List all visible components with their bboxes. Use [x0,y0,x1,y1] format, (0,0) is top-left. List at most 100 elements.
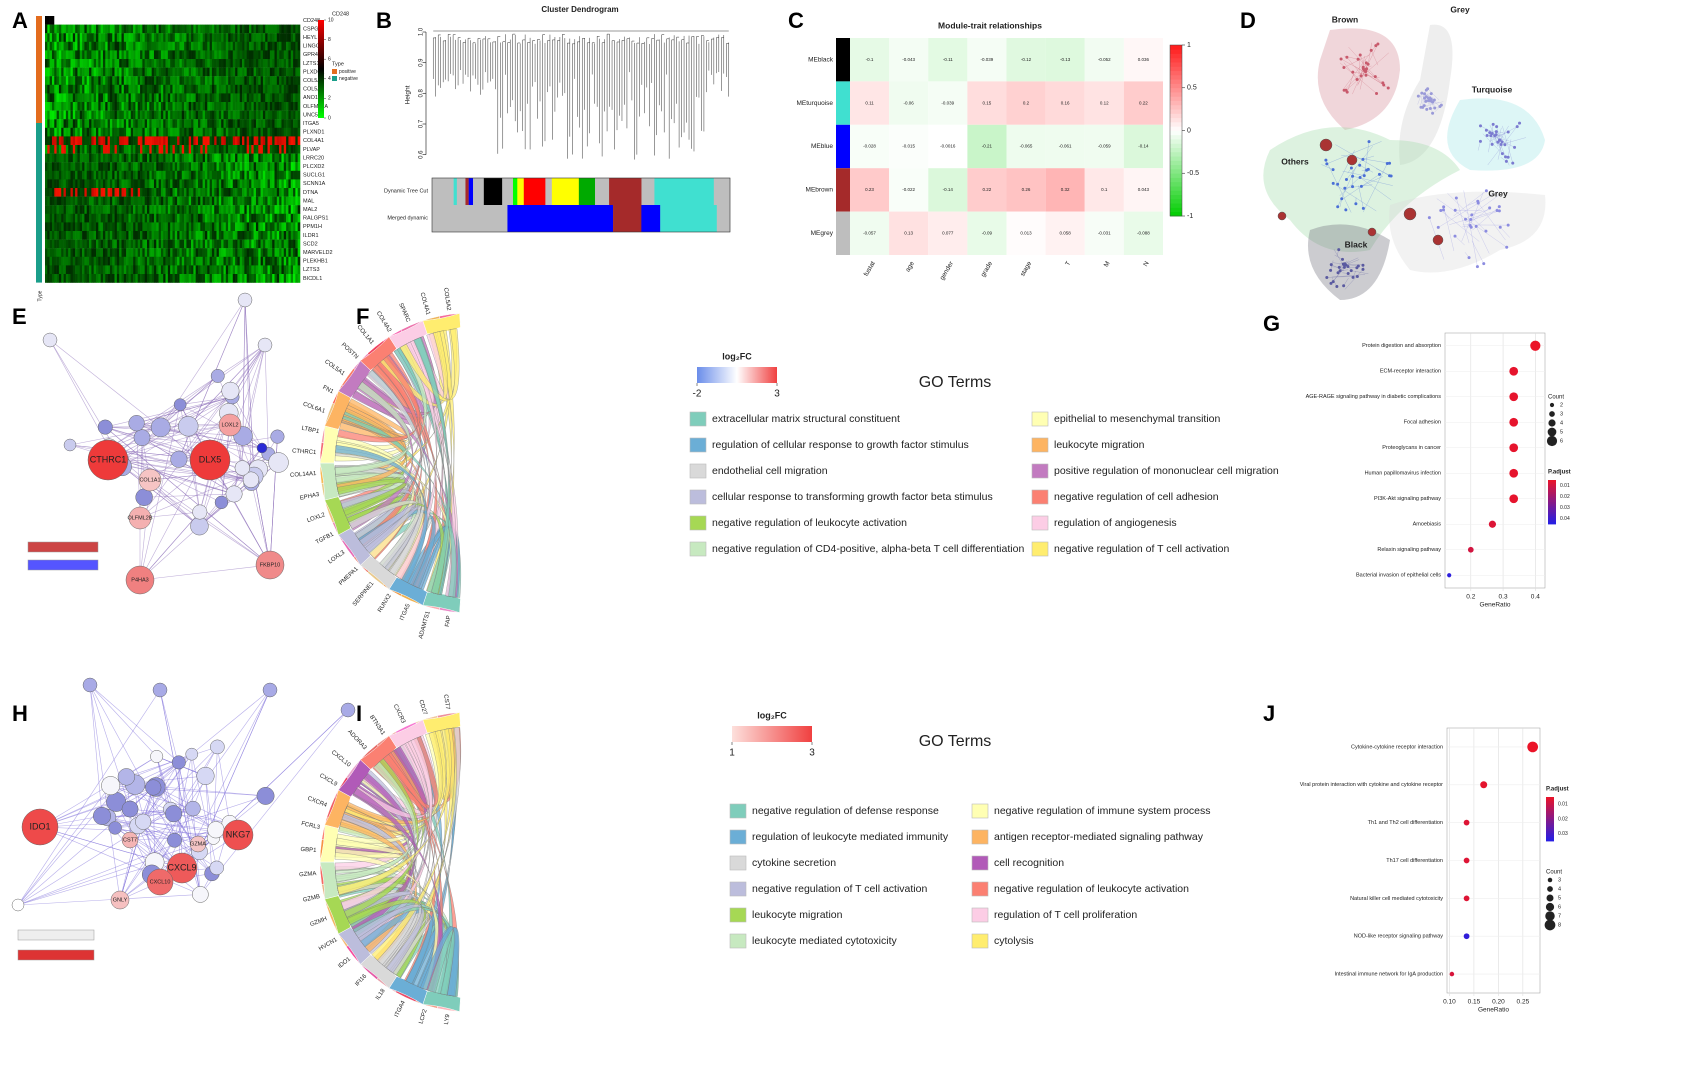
node [1453,234,1457,238]
heat-cell [93,179,97,189]
heat-cell [160,127,164,137]
heat-cell [202,256,206,266]
gene-label: CXCL9 [318,773,338,788]
legend-swatch [1031,515,1049,531]
heat-cell [77,127,81,137]
heat-cell [96,179,99,189]
heat-cell [235,110,238,120]
heat-cell [262,110,266,120]
heat-cell [290,59,294,68]
heat-cell [96,93,99,103]
heat-cell [232,248,236,257]
heat-cell [295,136,298,146]
heat-cell [297,179,301,189]
heat-cell [116,84,120,94]
heat-cell [45,205,48,214]
heat-cell [160,256,164,266]
heat-cell [253,153,257,163]
heat-cell [239,24,243,34]
heat-cell [209,110,213,120]
heat-cell [188,127,192,137]
heat-cell [274,256,278,266]
heat-cell [237,127,241,137]
heat-cell [109,188,113,197]
node [262,682,278,698]
heat-cell [153,110,157,120]
heat-cell [172,24,176,34]
heat-cell [96,239,99,249]
heat-cell [221,33,224,42]
heat-cell [160,274,164,283]
heat-cell [45,265,48,275]
heat-cell [265,16,268,25]
heat-cell [232,76,236,85]
heat-cell [267,213,271,223]
heat-cell [165,153,169,163]
heat-cell [89,76,92,85]
heat-cell [179,93,183,103]
heat-cell [249,170,252,180]
heat-cell [137,196,141,206]
heat-cell [223,59,227,68]
colorbar-step [1170,156,1182,161]
heat-cell [91,188,94,197]
heat-cell [45,127,48,137]
heat-cell [293,127,296,137]
heat-cell [61,76,64,85]
heat-cell [242,179,245,189]
heat-cell [255,41,259,51]
heat-cell [198,213,201,223]
row-label: Dynamic Tree Cut [384,188,428,194]
heat-cell [105,93,108,103]
heat-cell [86,136,90,146]
heat-cell [235,24,238,34]
heat-cell [163,16,166,25]
heat-cell [262,76,266,85]
heat-cell [172,145,176,154]
heat-cell [286,265,289,275]
heat-cell [112,213,115,223]
heat-cell [65,265,69,275]
edge [1361,176,1383,187]
heat-cell [65,188,69,197]
heat-cell [140,205,143,214]
heat-cell [242,205,245,214]
edge [143,821,216,831]
heat-cell [102,16,106,25]
heat-cell [109,145,113,154]
heat-cell [230,145,234,154]
heat-cell [84,222,88,232]
heat-cell [269,102,273,111]
edge [1337,166,1357,207]
node [1478,139,1482,143]
heat-cell [235,41,238,51]
cell [1045,211,1085,255]
heat-cell [288,127,292,137]
heat-cell [279,205,282,214]
heat-cell [191,265,194,275]
heat-cell [149,239,152,249]
chart-title: Module-trait relationships [938,20,1042,30]
heat-cell [51,188,55,197]
heat-cell [283,222,287,232]
heat-cell [144,239,148,249]
heat-cell [225,231,229,240]
heat-cell [255,213,259,223]
heat-cell [218,274,222,283]
heat-cell [225,33,229,42]
heat-cell [151,196,155,206]
heat-cell [290,188,294,197]
heat-cell [133,256,136,266]
node [1331,168,1335,172]
heat-cell [193,274,196,283]
heat-cell [121,265,125,275]
heat-cell [167,41,171,51]
heat-cell [77,248,81,257]
heat-cell [72,102,76,111]
heat-cell [184,256,187,266]
heat-cell [202,145,206,154]
panel-letter: H [12,701,28,726]
heat-cell [221,222,224,232]
heat-cell [214,16,217,25]
heat-cell [191,67,194,77]
